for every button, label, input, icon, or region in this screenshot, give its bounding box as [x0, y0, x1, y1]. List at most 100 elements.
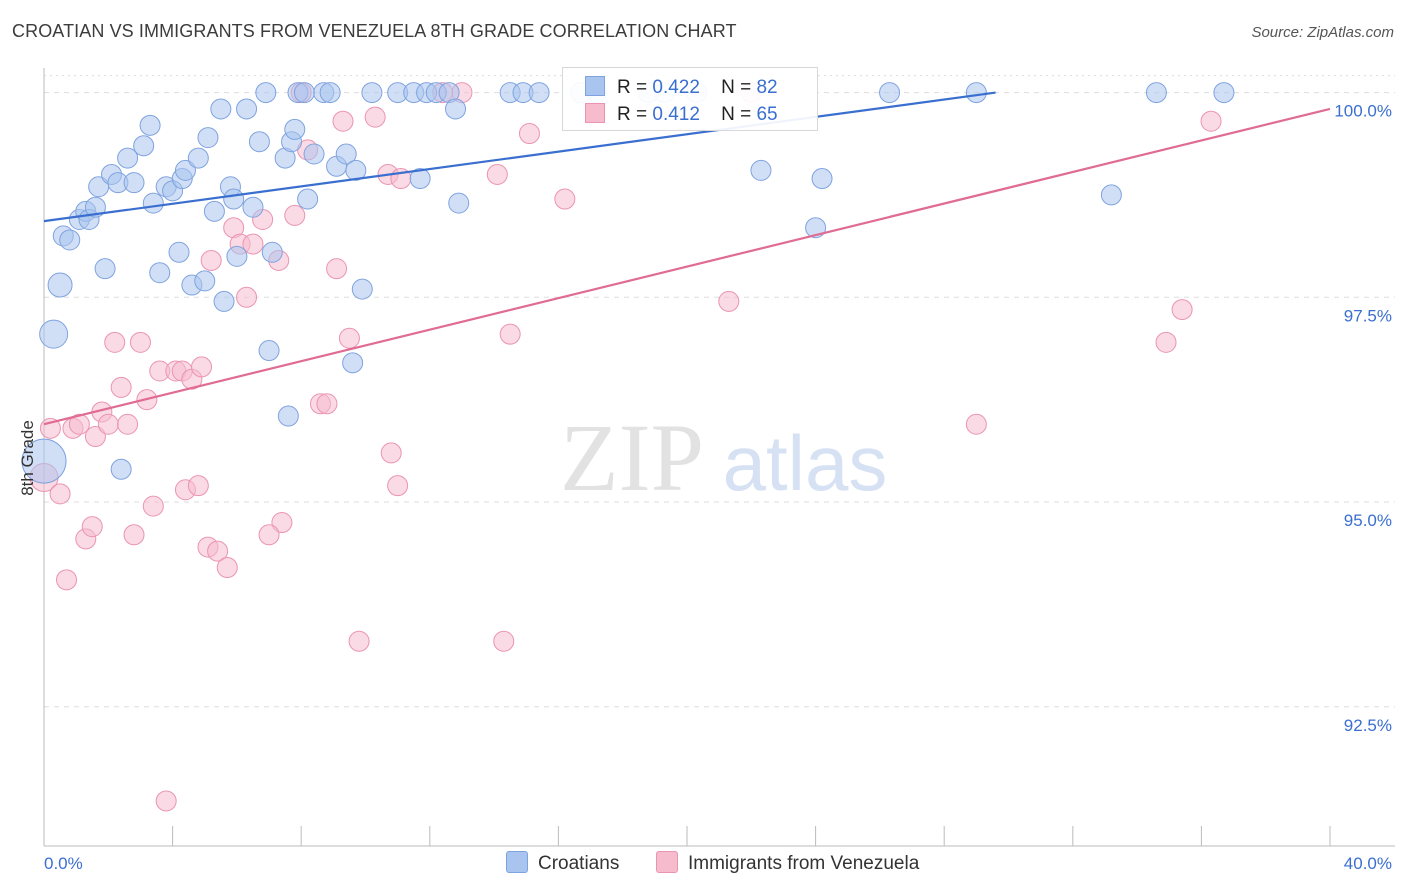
croatians-point — [149, 262, 171, 284]
watermark-zip: ZIP — [560, 404, 704, 511]
venezuela-point — [104, 331, 126, 353]
croatians-point — [528, 82, 550, 104]
venezuela-point — [84, 426, 106, 448]
croatians-point — [47, 272, 73, 298]
croatians-point — [445, 98, 467, 120]
legend-row-croatians: R = 0.422 N = 82 — [585, 76, 778, 100]
croatians-point — [1100, 184, 1122, 206]
croatians-point — [345, 159, 367, 181]
venezuela-point — [242, 233, 264, 255]
croatians-point — [284, 118, 306, 140]
croatians-point — [133, 135, 155, 157]
legend-label-croatians: Croatians — [538, 853, 620, 874]
venezuela-trend-line — [43, 107, 1331, 426]
legend-label-venezuela: Immigrants from Venezuela — [688, 853, 920, 874]
venezuela-point — [68, 413, 90, 435]
chart-title: CROATIAN VS IMMIGRANTS FROM VENEZUELA 8T… — [12, 21, 737, 41]
venezuela-point — [380, 442, 402, 464]
croatians-point — [210, 98, 232, 120]
chart-source: Source: ZipAtlas.com — [1251, 24, 1394, 41]
y-tick-labels: 92.5% 95.0% 97.5% 100.0% — [1334, 102, 1392, 735]
venezuela-point — [200, 249, 222, 271]
croatians-point — [965, 82, 987, 104]
venezuela-point — [718, 290, 740, 312]
croatians-point — [123, 172, 145, 194]
croatians-point — [255, 82, 277, 104]
y-tick-label: 95.0% — [1344, 511, 1392, 530]
croatians-point — [248, 131, 270, 153]
croatians-point — [409, 168, 431, 190]
venezuela-point — [1155, 331, 1177, 353]
watermark: ZIP atlas — [560, 404, 887, 511]
croatians-point — [187, 147, 209, 169]
legend-r-value: 0.422 — [652, 77, 700, 98]
croatians-point — [197, 127, 219, 149]
croatians-point — [94, 258, 116, 280]
legend-n-label: N = — [721, 77, 752, 98]
croatians-point — [168, 241, 190, 263]
croatians-point — [223, 188, 245, 210]
legend-item-venezuela[interactable]: Immigrants from Venezuela — [656, 851, 919, 875]
grid-lines — [44, 75, 1395, 708]
venezuela-point — [97, 413, 119, 435]
croatians-point — [1145, 82, 1167, 104]
croatians-point — [261, 241, 283, 263]
venezuela-point — [81, 516, 103, 538]
y-axis-title: 8th Grade — [18, 420, 37, 496]
venezuela-point — [110, 376, 132, 398]
croatians-point — [203, 200, 225, 222]
venezuela-point — [236, 286, 258, 308]
venezuela-point — [965, 413, 987, 435]
venezuela-point — [49, 483, 71, 505]
venezuela-point — [155, 790, 177, 812]
venezuela-point — [56, 569, 78, 591]
y-tick-label: 100.0% — [1334, 102, 1392, 121]
croatians-point — [811, 168, 833, 190]
venezuela-point — [499, 323, 521, 345]
legend-r-value: 0.412 — [652, 104, 700, 125]
venezuela-point — [284, 204, 306, 226]
venezuela-point — [1200, 110, 1222, 132]
venezuela-point — [387, 475, 409, 497]
venezuela-point — [207, 540, 229, 562]
legend-n-value: 82 — [756, 77, 778, 98]
croatians-point — [84, 196, 106, 218]
croatians-point — [258, 340, 280, 362]
legend-swatch-blue — [585, 76, 605, 96]
venezuela-point — [326, 258, 348, 280]
croatians-point — [59, 229, 81, 251]
venezuela-point — [142, 495, 164, 517]
legend-swatch-venezuela — [656, 851, 678, 873]
venezuela-point — [316, 393, 338, 415]
legend-n-value: 65 — [756, 104, 778, 125]
legend-item-croatians[interactable]: Croatians — [506, 851, 619, 875]
venezuela-point — [348, 630, 370, 652]
watermark-atlas: atlas — [723, 419, 888, 507]
venezuela-point — [123, 524, 145, 546]
croatians-point — [303, 143, 325, 165]
trend-lines — [43, 91, 1331, 426]
croatians-point — [293, 82, 315, 104]
venezuela-point — [338, 327, 360, 349]
venezuela-point — [129, 331, 151, 353]
legend-swatch-pink — [585, 103, 605, 123]
croatians-point — [174, 159, 196, 181]
croatians-point — [319, 82, 341, 104]
venezuela-point — [117, 413, 139, 435]
croatians-point — [213, 290, 235, 312]
legend-r-label: R = — [617, 77, 648, 98]
croatians-point — [879, 82, 901, 104]
venezuela-point — [332, 110, 354, 132]
venezuela-point — [486, 163, 508, 185]
venezuela-point — [554, 188, 576, 210]
croatians-point — [335, 143, 357, 165]
venezuela-point — [493, 630, 515, 652]
croatians-point — [142, 192, 164, 214]
croatians-point — [750, 159, 772, 181]
croatians-point — [277, 405, 299, 427]
croatians-point — [351, 278, 373, 300]
y-tick-label: 97.5% — [1344, 306, 1392, 325]
venezuela-point — [191, 356, 213, 378]
legend-swatch-croatians — [506, 851, 528, 873]
